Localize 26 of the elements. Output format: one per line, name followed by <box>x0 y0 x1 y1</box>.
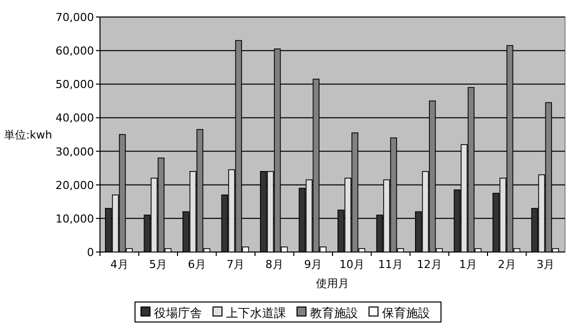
x-tick-label: 9月 <box>304 258 322 271</box>
y-tick-label: 10,000 <box>56 212 94 226</box>
legend-label: 教育施設 <box>310 306 358 320</box>
x-tick-label: 7月 <box>226 258 245 271</box>
x-tick-label: 6月 <box>188 258 206 271</box>
y-tick-label: 60,000 <box>56 44 94 58</box>
y-tick-label: 50,000 <box>56 78 94 92</box>
x-tick-label: 2月 <box>498 258 516 271</box>
y-tick-label: 70,000 <box>56 11 94 24</box>
x-tick-label: 5月 <box>149 258 168 271</box>
legend-label: 上下水道課 <box>226 306 286 320</box>
x-tick-label: 10月 <box>339 258 364 271</box>
x-tick-label: 4月 <box>110 258 128 271</box>
legend-label: 役場庁舎 <box>154 306 202 320</box>
x-tick-label: 11月 <box>378 258 404 271</box>
y-tick-label: 0 <box>87 246 94 259</box>
y-tick-label: 30,000 <box>56 145 94 158</box>
legend-label: 保育施設 <box>382 306 430 320</box>
x-tick-label: 12月 <box>416 258 442 271</box>
x-axis-title: 使用月 <box>316 277 349 290</box>
x-tick-label: 1月 <box>459 258 478 271</box>
y-tick-label: 20,000 <box>56 178 94 192</box>
x-tick-label: 8月 <box>265 258 284 271</box>
y-tick-label: 40,000 <box>56 112 94 125</box>
y-axis-title: 単位:kwh <box>4 128 52 142</box>
x-tick-label: 3月 <box>536 258 555 271</box>
